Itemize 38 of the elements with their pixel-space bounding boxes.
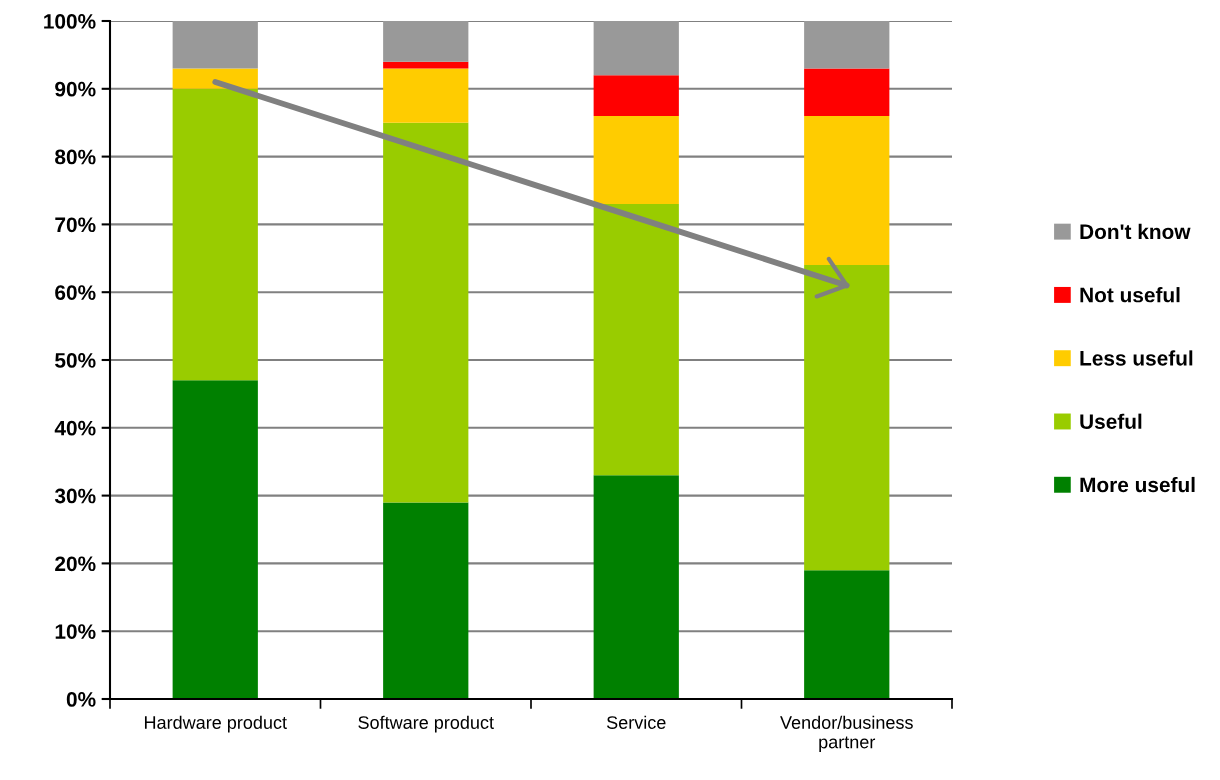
bar xyxy=(593,115,679,205)
bar xyxy=(593,204,679,476)
legend-label: Less useful xyxy=(1080,350,1193,366)
bar xyxy=(593,75,679,116)
legend-label: Useful xyxy=(1080,413,1142,429)
bar xyxy=(383,68,469,123)
bar xyxy=(804,115,890,266)
x-tick-label: Software product xyxy=(358,715,494,733)
bar xyxy=(593,21,679,76)
bar xyxy=(172,380,258,699)
legend-label: More useful xyxy=(1080,476,1195,493)
legend-label: Don't know xyxy=(1080,223,1191,240)
y-tick-label: 50% xyxy=(55,353,96,368)
x-tick-label: Hardware product xyxy=(144,715,287,733)
y-tick-label: 10% xyxy=(55,624,96,639)
y-tick-label: 100% xyxy=(44,14,96,29)
bar xyxy=(804,68,890,116)
y-tick-label: 80% xyxy=(55,149,96,165)
x-tick-label: Vendor/business partner xyxy=(780,715,913,752)
y-tick-label: 20% xyxy=(55,556,96,572)
y-tick-label: 90% xyxy=(55,81,96,97)
bar xyxy=(383,21,469,62)
x-tick-label: Service xyxy=(606,715,666,729)
y-tick-label: 40% xyxy=(54,420,96,436)
y-tick-label: 70% xyxy=(55,217,96,233)
bar xyxy=(172,88,258,381)
legend-label: Not useful xyxy=(1080,287,1180,303)
bar xyxy=(172,21,258,69)
bar xyxy=(804,570,890,699)
y-tick-label: 30% xyxy=(54,488,96,504)
bar xyxy=(172,68,258,89)
y-tick-label: 60% xyxy=(55,285,96,300)
bar xyxy=(383,502,469,699)
bar xyxy=(593,475,679,699)
bar xyxy=(804,21,890,69)
bar xyxy=(383,122,469,503)
y-tick-label: 0% xyxy=(66,692,96,707)
bar xyxy=(804,265,890,571)
